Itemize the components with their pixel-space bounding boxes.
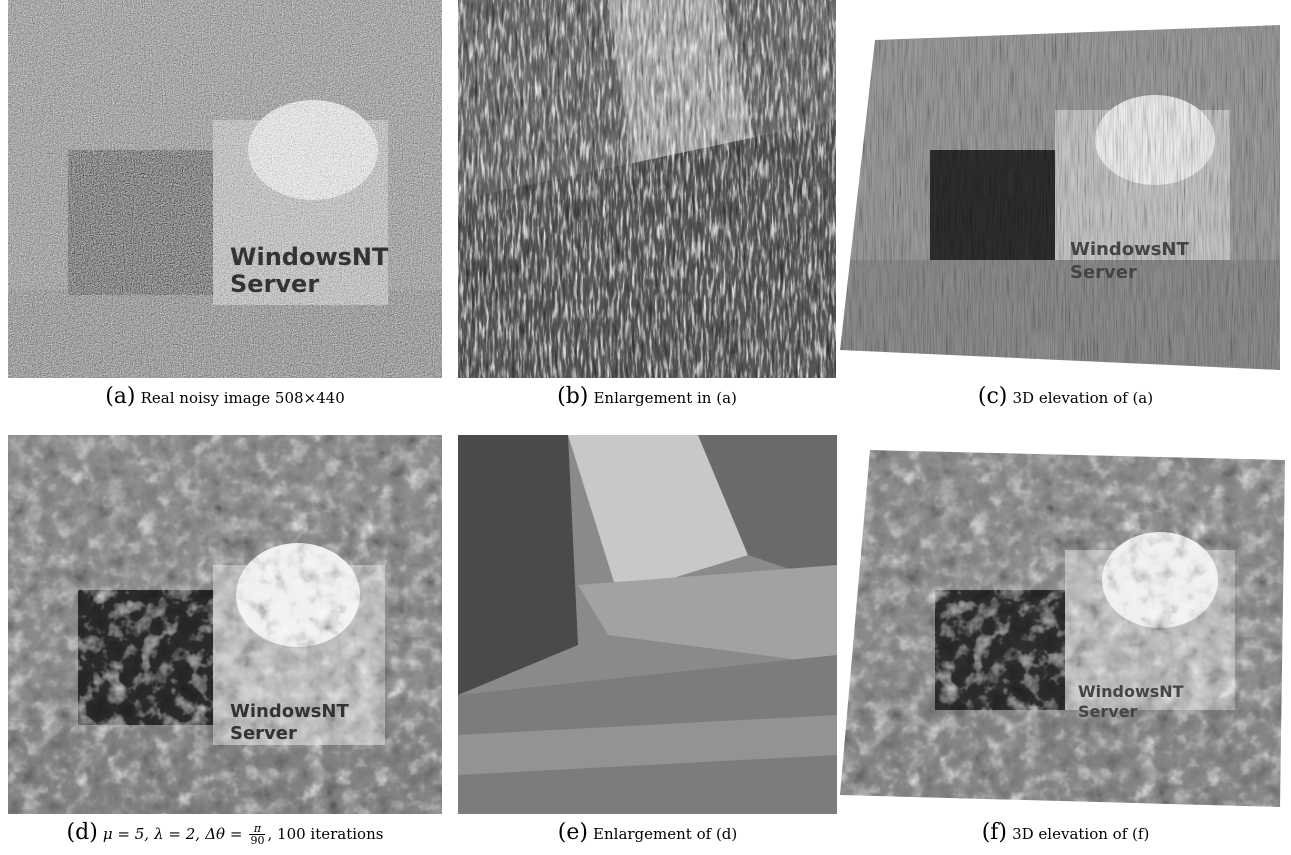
- panel-b-letter: (b): [557, 384, 589, 409]
- panel-b-caption: (b) Enlargement in (a): [458, 384, 836, 409]
- panel-d-caption: (d) μ = 5, λ = 2, Δθ = π 90 , 100 iterat…: [0, 820, 450, 846]
- panel-d-letter: (d): [66, 820, 98, 845]
- panel-d-box-label-2: Server: [230, 723, 297, 744]
- panel-f-box-label-2: Server: [1078, 702, 1138, 721]
- panel-e-letter: (e): [557, 820, 588, 845]
- panel-c-letter: (c): [977, 384, 1008, 409]
- panel-a-box-label-2: Server: [230, 270, 319, 298]
- panel-e-image: [458, 435, 837, 814]
- panel-e-text: Enlargement of (d): [593, 825, 738, 843]
- panel-b-text: Enlargement in (a): [593, 389, 737, 407]
- panel-d-fraction: π 90: [249, 823, 266, 847]
- panel-e-caption: (e) Enlargement of (d): [458, 820, 837, 845]
- panel-d-lambda: λ = 2,: [154, 825, 201, 843]
- panel-f-caption: (f) 3D elevation of (f): [840, 820, 1291, 845]
- panel-d-frac-num: π: [249, 823, 266, 835]
- panel-a-box-label-1: WindowsNT: [230, 243, 389, 271]
- panel-d-dtheta: Δθ =: [205, 825, 243, 843]
- panel-d-image: WindowsNT Server: [8, 435, 442, 814]
- panel-c-box-label-2: Server: [1070, 262, 1137, 283]
- panel-c-box-label-1: WindowsNT: [1070, 239, 1189, 260]
- panel-d-mu: μ = 5,: [102, 825, 150, 843]
- panel-a-text: Real noisy image 508×440: [140, 389, 345, 407]
- panel-b-image: [458, 0, 836, 378]
- panel-f-image: WindowsNT Server: [840, 435, 1291, 814]
- panel-f-text: 3D elevation of (f): [1012, 825, 1150, 843]
- panel-f-letter: (f): [981, 820, 1007, 845]
- panel-c-image: WindowsNT Server: [840, 0, 1291, 378]
- panel-c-caption: (c) 3D elevation of (a): [840, 384, 1291, 409]
- panel-a-letter: (a): [105, 384, 136, 409]
- panel-c-text: 3D elevation of (a): [1012, 389, 1154, 407]
- panel-d-frac-den: 90: [250, 834, 265, 847]
- panel-d-iterations: , 100 iterations: [267, 825, 384, 843]
- panel-f-box-label-1: WindowsNT: [1078, 682, 1184, 701]
- panel-d-box-label-1: WindowsNT: [230, 701, 349, 722]
- panel-a-image: WindowsNT Server: [8, 0, 442, 378]
- panel-a-caption: (a) Real noisy image 508×440: [8, 384, 442, 409]
